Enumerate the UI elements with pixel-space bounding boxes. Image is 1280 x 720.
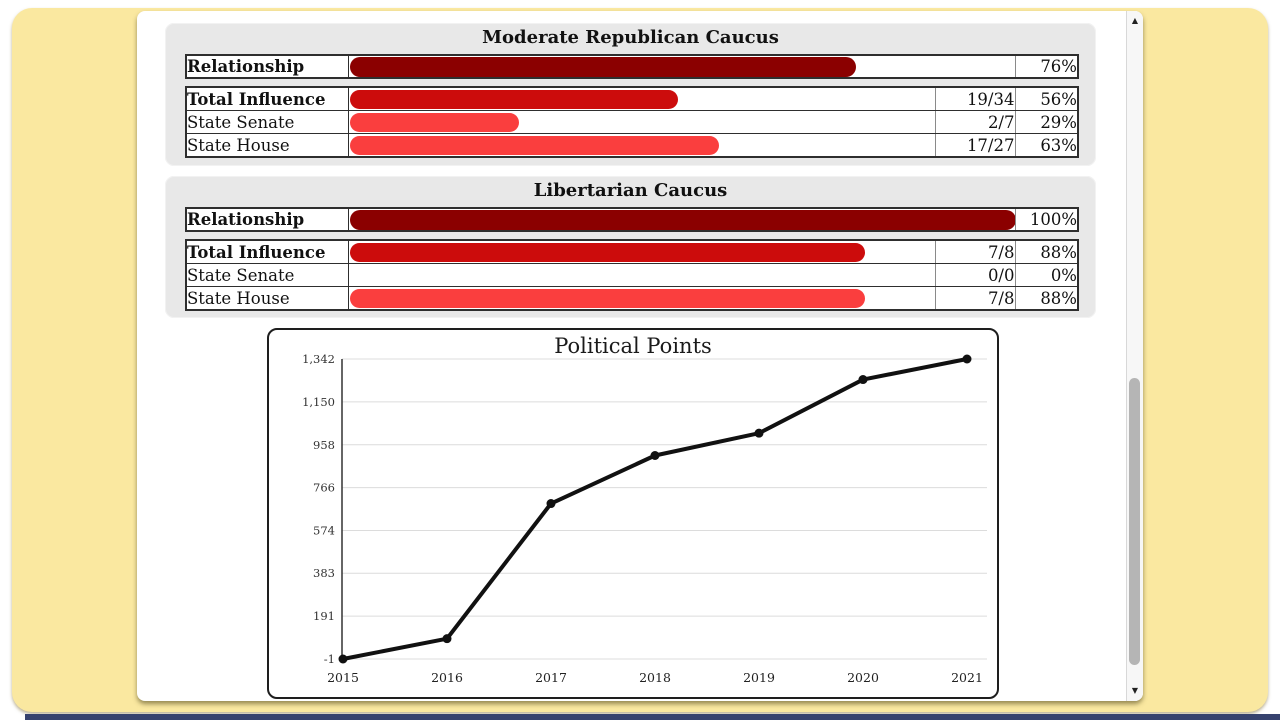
caucus-title: Libertarian Caucus (533, 180, 728, 201)
svg-text:2017: 2017 (535, 670, 567, 685)
table-row: State House 17/27 63% (186, 133, 1078, 158)
table-row: Total Influence 7/8 88% (186, 239, 1078, 264)
main-panel: Moderate Republican Caucus Relationship … (137, 11, 1143, 701)
svg-text:958: 958 (313, 438, 335, 452)
bottom-bar (25, 714, 1280, 720)
house-bar-cell (348, 133, 935, 158)
svg-text:1,150: 1,150 (302, 395, 335, 409)
relationship-bar-cell (348, 54, 1015, 79)
table-row: State House 7/8 88% (186, 286, 1078, 311)
relationship-bar-cell (348, 207, 1015, 232)
senate-bar-cell (348, 110, 935, 134)
table-row: Total Influence 19/34 56% (186, 86, 1078, 111)
caucus-section-libertarian: Libertarian Caucus Relationship 100% Tot… (165, 176, 1096, 318)
influence-table: Total Influence 7/8 88% State Senate 0/0… (185, 239, 1079, 311)
senate-percent: 0% (1014, 263, 1078, 287)
caucus-title: Moderate Republican Caucus (482, 27, 779, 48)
relationship-table: Relationship 100% (185, 207, 1079, 232)
svg-text:2019: 2019 (743, 670, 775, 685)
svg-text:2021: 2021 (951, 670, 983, 685)
scroll-up-icon[interactable]: ▲ (1131, 16, 1139, 25)
relationship-percent: 76% (1014, 54, 1078, 79)
line-chart-plot: 1,342 1,150 958 766 574 383 191 -1 2015 2016 2017 2… (302, 352, 987, 685)
senate-fraction: 0/0 (934, 263, 1015, 287)
influence-percent: 88% (1014, 239, 1078, 264)
svg-text:2016: 2016 (431, 670, 463, 685)
table-row: State Senate 0/0 0% (186, 263, 1078, 287)
table-row: Relationship 100% (186, 207, 1078, 232)
influence-label: Total Influence (186, 86, 349, 111)
svg-text:383: 383 (313, 566, 335, 580)
influence-bar (349, 243, 866, 262)
senate-label: State Senate (186, 263, 349, 287)
chart-title: Political Points (554, 334, 712, 358)
influence-label: Total Influence (186, 239, 349, 264)
svg-text:1,342: 1,342 (302, 352, 335, 366)
caucus-section-moderate-republican: Moderate Republican Caucus Relationship … (165, 23, 1096, 166)
svg-text:2020: 2020 (847, 670, 879, 685)
senate-percent: 29% (1014, 110, 1078, 134)
relationship-label: Relationship (186, 54, 349, 79)
house-bar-cell (348, 286, 935, 311)
influence-bar (349, 90, 678, 109)
senate-label: State Senate (186, 110, 349, 134)
house-label: State House (186, 286, 349, 311)
influence-bar-cell (348, 86, 935, 111)
vertical-scrollbar[interactable]: ▲ ▼ (1126, 11, 1143, 701)
scrollbar-thumb[interactable] (1129, 378, 1140, 665)
influence-fraction: 19/34 (934, 86, 1015, 111)
senate-fraction: 2/7 (934, 110, 1015, 134)
house-percent: 88% (1014, 286, 1078, 311)
house-fraction: 17/27 (934, 133, 1015, 158)
house-fraction: 7/8 (934, 286, 1015, 311)
relationship-label: Relationship (186, 207, 349, 232)
svg-text:2015: 2015 (327, 670, 359, 685)
relationship-bar (349, 210, 1015, 230)
svg-text:2018: 2018 (639, 670, 671, 685)
svg-text:766: 766 (313, 481, 335, 495)
house-percent: 63% (1014, 133, 1078, 158)
senate-bar (349, 113, 520, 132)
svg-text:191: 191 (313, 609, 335, 623)
political-points-chart: Political Points 1,342 1,150 958 766 574 383 1… (267, 328, 999, 699)
relationship-bar (349, 57, 856, 77)
svg-text:574: 574 (313, 524, 335, 538)
scroll-down-icon[interactable]: ▼ (1131, 686, 1139, 695)
house-label: State House (186, 133, 349, 158)
house-bar (349, 289, 866, 308)
relationship-table: Relationship 76% (185, 54, 1079, 79)
svg-text:-1: -1 (324, 652, 335, 666)
table-row: Relationship 76% (186, 54, 1078, 79)
senate-bar-cell (348, 263, 935, 287)
influence-percent: 56% (1014, 86, 1078, 111)
table-row: State Senate 2/7 29% (186, 110, 1078, 134)
relationship-percent: 100% (1014, 207, 1078, 232)
house-bar (349, 136, 719, 155)
influence-table: Total Influence 19/34 56% State Senate 2… (185, 86, 1079, 158)
influence-fraction: 7/8 (934, 239, 1015, 264)
influence-bar-cell (348, 239, 935, 264)
